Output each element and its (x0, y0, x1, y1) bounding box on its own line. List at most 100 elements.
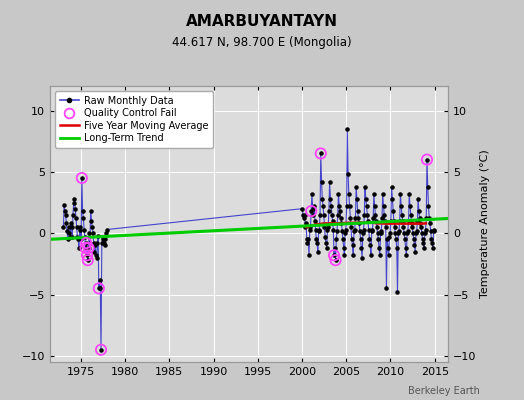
Point (331, 257, 340, 263)
Point (361, 183, 369, 190)
Point (92, 254, 101, 261)
Point (348, 242, 357, 249)
Point (362, 203, 370, 210)
Point (421, 230, 429, 236)
Point (325, 178, 334, 185)
Point (63, 236, 72, 242)
Point (75, 245, 83, 251)
Point (381, 224, 390, 230)
Point (418, 236, 427, 242)
Point (328, 212, 336, 218)
Point (83, 257, 92, 263)
Point (336, 215, 345, 222)
Point (75, 226, 84, 233)
Point (82, 240, 91, 246)
Point (61, 208, 69, 214)
Point (309, 206, 317, 212)
Point (357, 245, 366, 251)
Point (376, 230, 385, 236)
Point (405, 218, 413, 224)
Point (382, 285, 390, 292)
Point (423, 156, 431, 163)
Point (362, 196, 370, 202)
Point (407, 220, 416, 226)
Point (66, 234, 74, 240)
Point (411, 248, 419, 255)
Point (89, 230, 97, 236)
Point (95, 285, 103, 292)
Point (355, 220, 363, 226)
Point (330, 252, 338, 258)
Point (301, 224, 310, 230)
Point (64, 224, 73, 230)
Legend: Raw Monthly Data, Quality Control Fail, Five Year Moving Average, Long-Term Tren: Raw Monthly Data, Quality Control Fail, … (54, 91, 213, 148)
Point (99, 234, 107, 240)
Point (396, 191, 405, 197)
Point (77, 236, 85, 242)
Point (86, 208, 95, 214)
Point (101, 236, 110, 242)
Point (83, 257, 92, 263)
Point (385, 252, 393, 258)
Point (343, 126, 352, 132)
Point (365, 236, 374, 242)
Point (325, 208, 333, 214)
Point (84, 245, 93, 251)
Point (365, 226, 373, 233)
Point (335, 203, 343, 210)
Point (387, 183, 396, 190)
Point (429, 245, 437, 251)
Point (61, 212, 70, 218)
Point (326, 196, 335, 202)
Point (353, 196, 361, 202)
Point (412, 230, 420, 236)
Point (428, 240, 436, 246)
Point (338, 228, 346, 234)
Point (345, 203, 354, 210)
Point (345, 191, 353, 197)
Point (367, 228, 376, 234)
Point (392, 245, 401, 251)
Point (70, 199, 78, 206)
Point (394, 289, 402, 295)
Point (403, 230, 411, 236)
Point (417, 224, 425, 230)
Point (72, 224, 81, 230)
Point (416, 215, 424, 222)
Point (378, 191, 387, 197)
Point (327, 203, 335, 210)
Point (399, 224, 408, 230)
Point (370, 203, 379, 210)
Point (315, 226, 323, 233)
Point (371, 212, 379, 218)
Point (323, 226, 332, 233)
Point (346, 215, 355, 222)
Point (340, 245, 348, 251)
Point (96, 285, 104, 292)
Point (70, 196, 79, 202)
Point (304, 236, 312, 242)
Point (85, 230, 93, 236)
Point (88, 224, 96, 230)
Point (375, 245, 383, 251)
Point (333, 228, 341, 234)
Point (423, 156, 431, 163)
Point (331, 257, 340, 263)
Point (367, 252, 375, 258)
Point (79, 215, 88, 222)
Point (63, 228, 71, 234)
Point (406, 203, 414, 210)
Point (430, 228, 438, 234)
Point (356, 228, 364, 234)
Point (416, 220, 424, 226)
Point (342, 226, 350, 233)
Point (430, 226, 439, 233)
Point (76, 224, 84, 230)
Point (420, 245, 428, 251)
Point (68, 224, 76, 230)
Point (67, 220, 75, 226)
Point (368, 226, 377, 233)
Point (86, 240, 94, 246)
Point (349, 252, 357, 258)
Point (414, 196, 422, 202)
